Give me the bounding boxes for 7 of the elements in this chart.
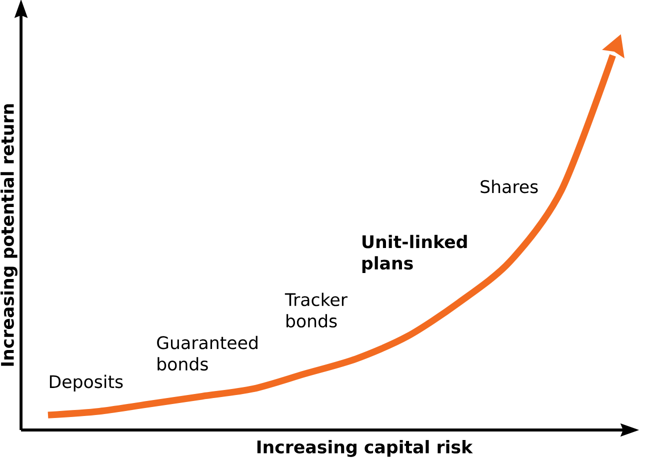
annotation: Shares	[480, 180, 538, 194]
y-axis-title: Increasing potential return	[0, 104, 18, 366]
annotation: Deposits	[50, 374, 123, 392]
x-axis-title: Increasing capital risk	[257, 440, 473, 457]
annotation: Guaranteed bonds	[157, 336, 258, 371]
annotation: Tracker bonds	[284, 292, 348, 328]
annotation: Unit-linked plans	[362, 234, 467, 273]
